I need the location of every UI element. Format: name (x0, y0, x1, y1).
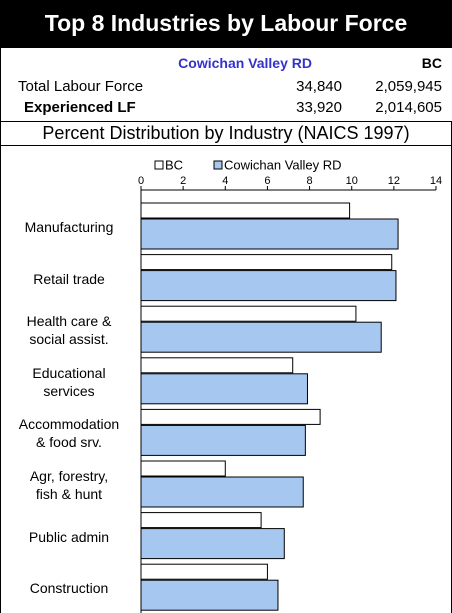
column-header: Cowichan Valley RD (178, 55, 312, 71)
y-tick-label: Accommodation & food srv. (18, 416, 120, 451)
x-tick-label: 8 (307, 175, 313, 187)
bar (140, 528, 285, 560)
y-tick-label: Educational services (32, 364, 106, 399)
bar (140, 563, 268, 580)
legend-label: BC (165, 157, 183, 172)
bar (140, 512, 262, 529)
cell: 33,920 (296, 99, 342, 116)
bar (140, 321, 382, 353)
x-tick-label: 12 (388, 175, 400, 187)
bar (140, 202, 351, 219)
bar (140, 254, 393, 271)
x-tick-label: 6 (264, 175, 270, 187)
bar (140, 305, 357, 322)
x-tick-label: 10 (346, 175, 358, 187)
cell: 34,840 (296, 78, 342, 95)
x-tick-label: 14 (430, 175, 442, 187)
chart-title: Percent Distribution by Industry (NAICS … (42, 123, 410, 143)
y-tick-label: Construction (29, 580, 109, 597)
bar (140, 270, 397, 302)
bar (140, 460, 226, 477)
y-tick-label: Retail trade (33, 270, 105, 287)
bar (140, 579, 279, 611)
x-tick-label: 2 (180, 175, 186, 187)
y-tick-label: Public admin (28, 528, 110, 545)
title: Top 8 Industries by Labour Force (44, 10, 408, 36)
row-label: Experienced LF (24, 99, 136, 116)
y-tick-label: Agr, forestry, fish & hunt (29, 468, 109, 502)
cell: 2,059,945 (375, 78, 442, 95)
legend-swatch (213, 160, 223, 170)
bar (140, 424, 306, 456)
bar (140, 476, 304, 508)
x-tick-label: 4 (222, 175, 228, 187)
y-tick-label: Health care & social assist. (26, 313, 112, 348)
legend-swatch (154, 160, 164, 170)
y-tick-label: Manufacturing (24, 219, 114, 235)
row-label: Total Labour Force (18, 78, 144, 95)
title-bar (0, 0, 452, 48)
bar (140, 373, 308, 405)
bar (140, 218, 399, 250)
bar (140, 408, 321, 425)
x-tick-label: 0 (138, 175, 144, 187)
column-header: BC (421, 55, 442, 71)
legend-label: Cowichan Valley RD (224, 157, 342, 172)
bar (140, 357, 294, 374)
cell: 2,014,605 (375, 99, 442, 116)
